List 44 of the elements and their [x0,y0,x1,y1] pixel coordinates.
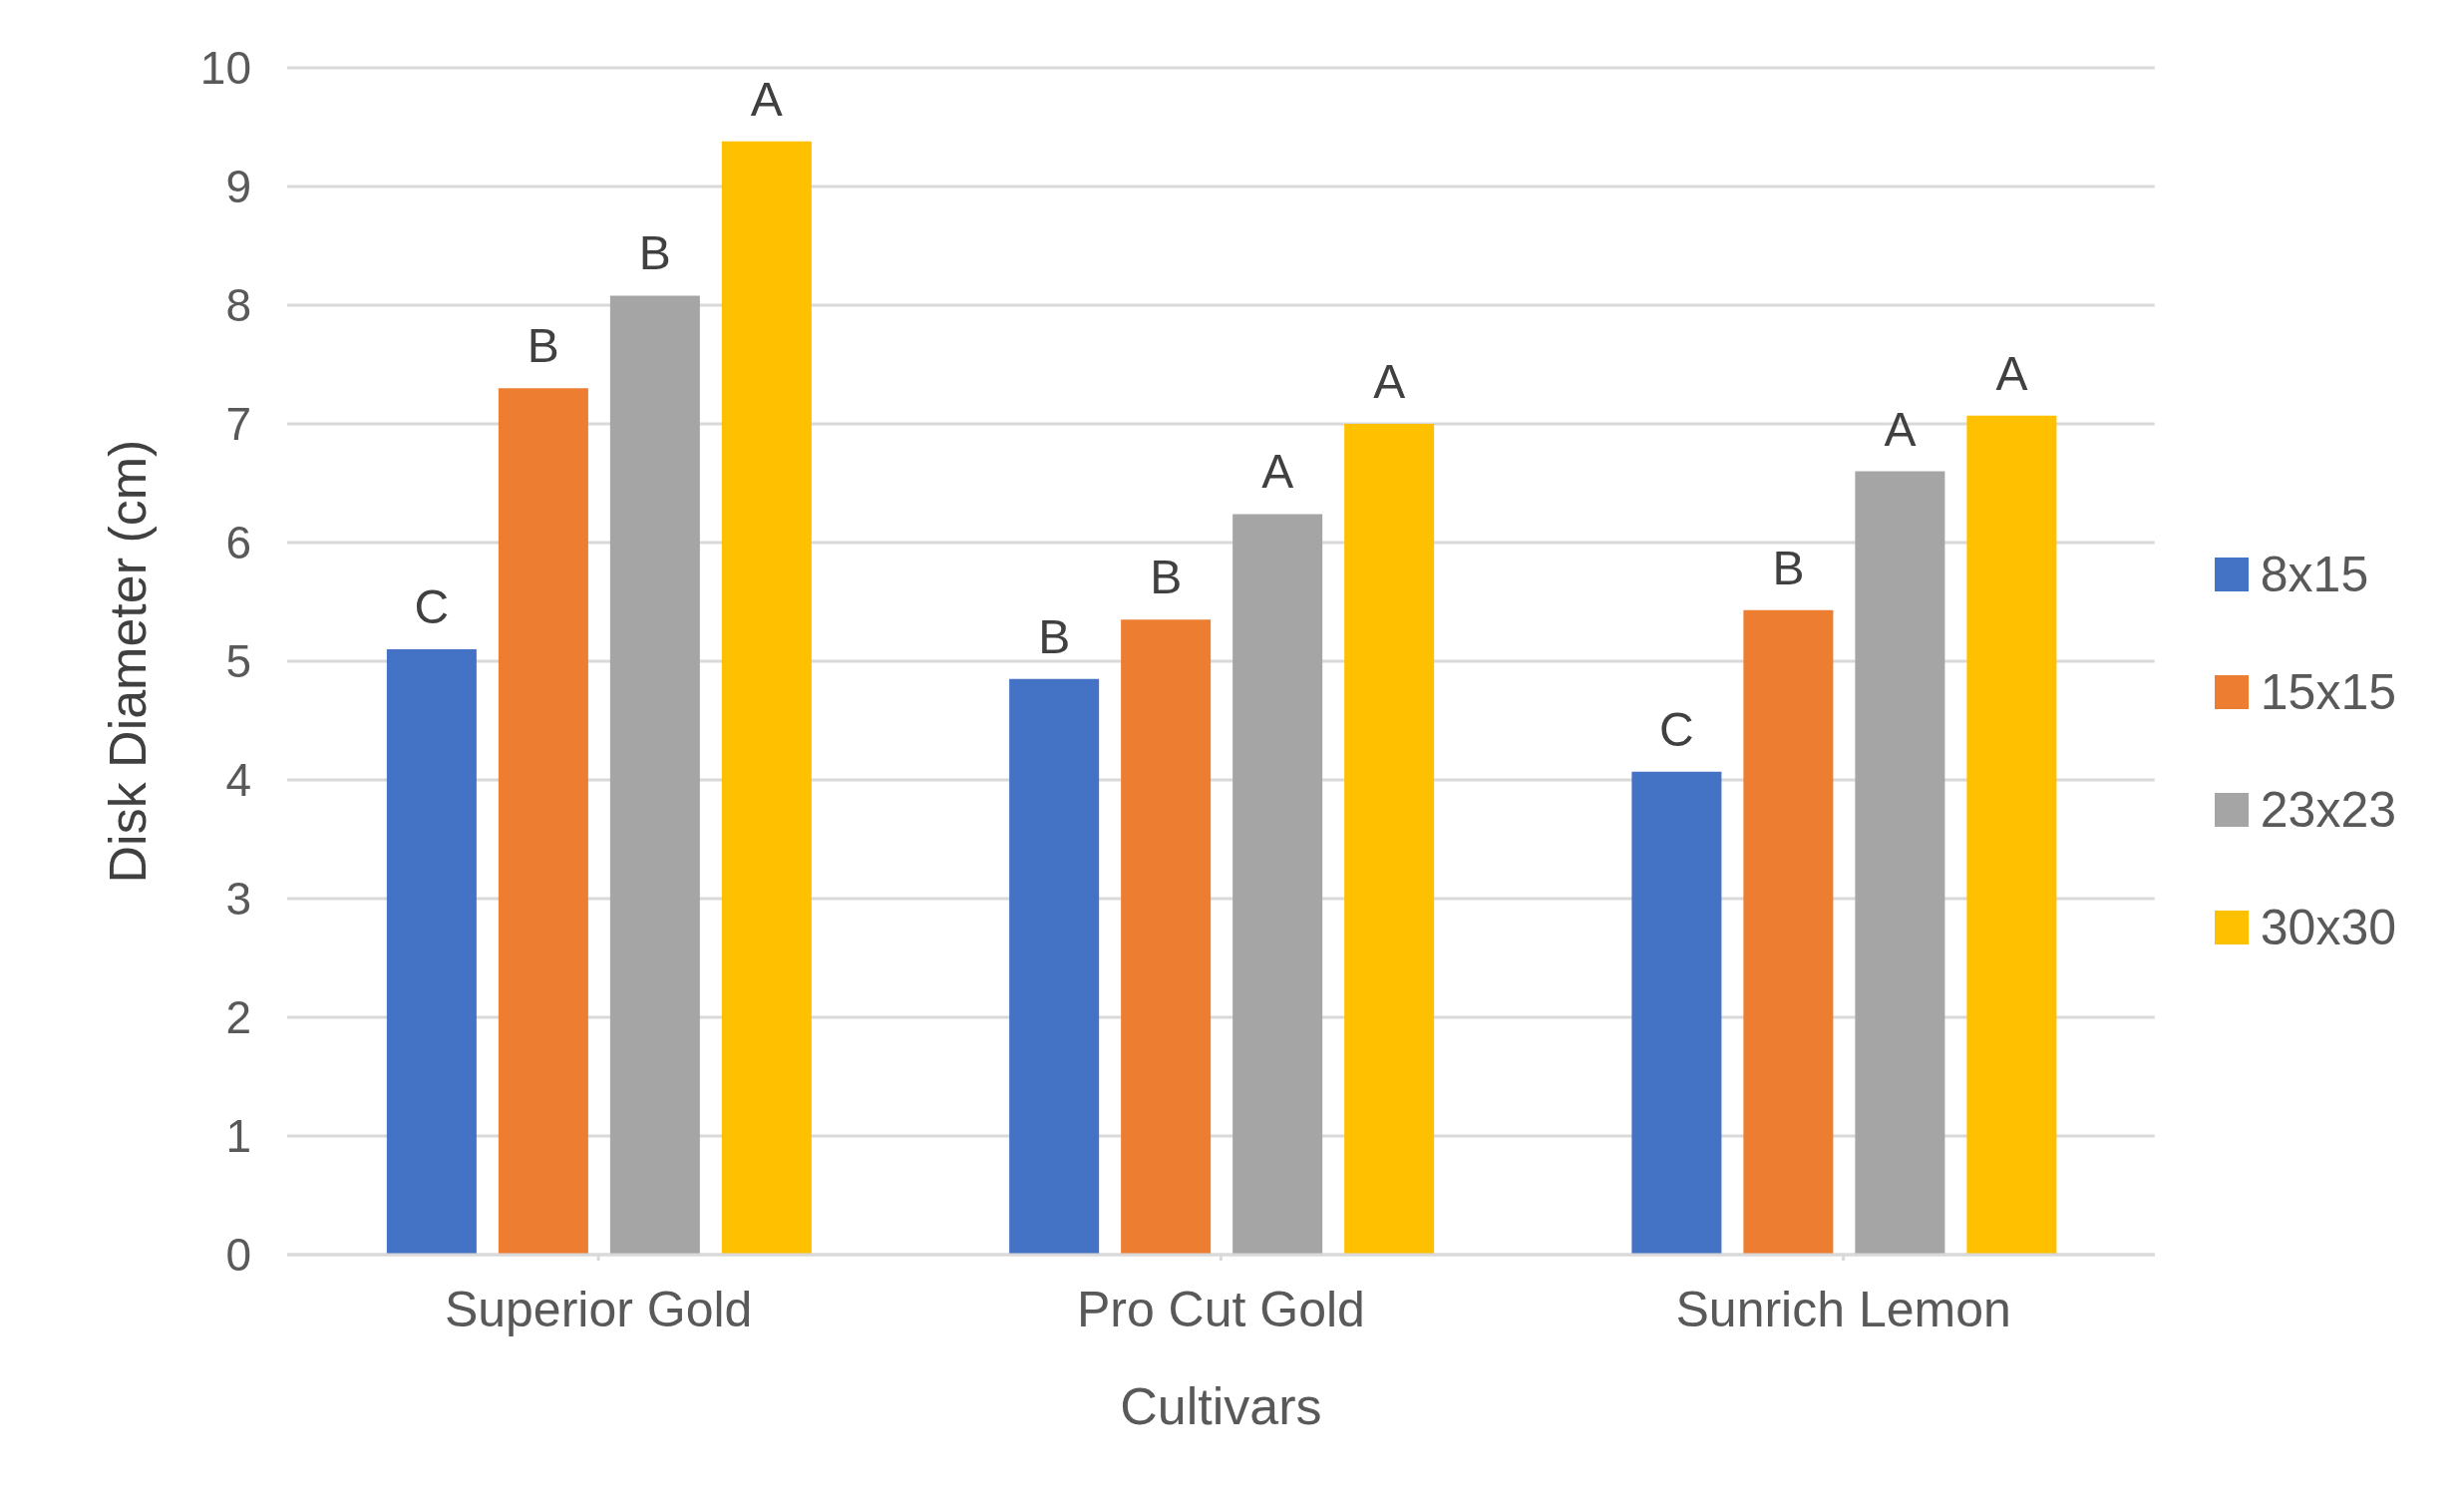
data-label: A [1995,346,2028,400]
y-tick-label: 7 [225,398,251,451]
bar [609,295,700,1255]
y-tick-label: 9 [225,161,251,213]
y-tick-label: 6 [225,517,251,569]
y-tick-label: 3 [225,873,251,926]
data-label: B [638,226,671,280]
bar [1009,678,1100,1255]
y-tick-label: 1 [225,1110,251,1163]
data-label: B [1038,609,1071,663]
data-label: A [1261,445,1294,499]
bar [498,388,588,1255]
y-tick-label: 2 [225,991,251,1044]
y-axis-title: Disk Diameter (cm) [99,439,158,884]
bar [1631,771,1722,1255]
legend-label: 15x15 [2260,663,2396,722]
y-tick-label: 8 [225,279,251,332]
data-label: C [1659,702,1694,756]
data-label: B [527,319,559,373]
bar [1344,424,1435,1255]
data-label: B [1772,541,1805,594]
data-label: A [1884,402,1917,456]
data-label: C [414,580,450,634]
data-label: A [1373,355,1406,408]
y-tick-label: 5 [225,635,251,688]
bar [1743,609,1834,1255]
bar [1121,619,1212,1255]
data-label: A [750,72,783,126]
x-tick-label: Sunrich Lemon [1675,1281,2011,1337]
bar [1855,471,1945,1255]
x-axis-title: Cultivars [1120,1377,1322,1435]
bar [1232,514,1323,1255]
legend-label: 23x23 [2260,781,2396,840]
y-tick-label: 0 [225,1229,251,1282]
legend-label: 30x30 [2260,899,2396,957]
bar [1966,415,2057,1255]
x-tick-label: Pro Cut Gold [1076,1281,1365,1337]
y-tick-label: 4 [225,754,251,807]
x-tick-label: Superior Gold [444,1281,753,1337]
bar [386,649,477,1255]
y-tick-label: 10 [199,42,251,95]
data-label: B [1150,551,1183,604]
bar [721,141,812,1255]
legend-label: 8x15 [2260,546,2369,604]
